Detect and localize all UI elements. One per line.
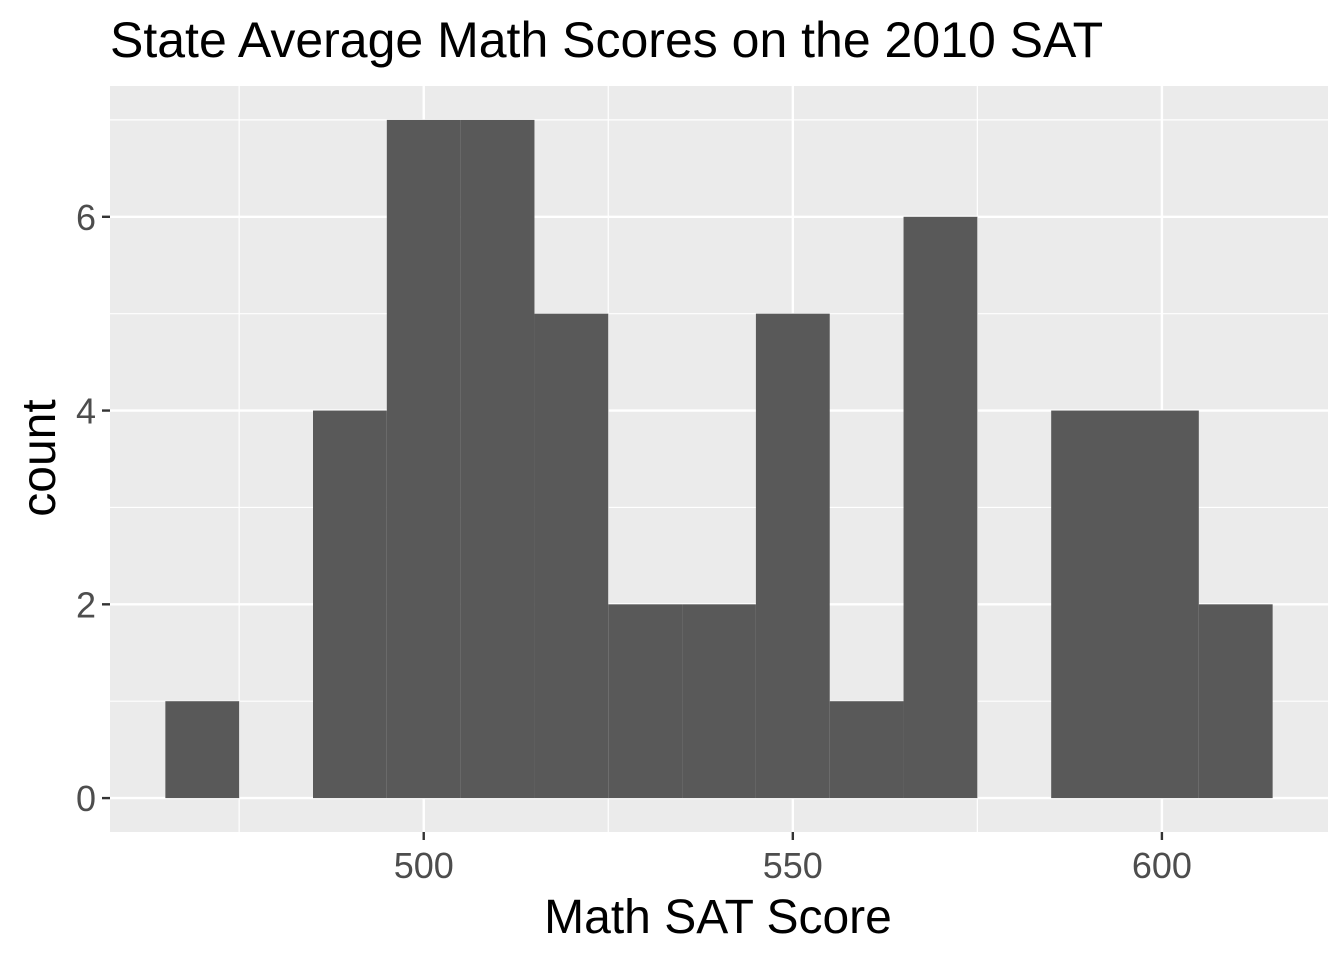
y-tick-label: 2 xyxy=(76,584,96,625)
y-tick-label: 0 xyxy=(76,778,96,819)
histogram-bar xyxy=(1198,604,1273,799)
histogram-bar xyxy=(755,313,830,799)
x-axis-title: Math SAT Score xyxy=(544,891,892,944)
histogram-bar xyxy=(1125,410,1199,799)
histogram-bar xyxy=(1051,410,1125,799)
histogram-bar xyxy=(829,701,904,799)
x-tick-label: 500 xyxy=(394,845,454,886)
histogram-bar xyxy=(903,216,978,799)
axis-ticks: 500 550 600 0 2 4 6 xyxy=(76,197,1192,886)
histogram-bar xyxy=(460,119,535,799)
histogram-bar xyxy=(386,119,461,799)
histogram-bar xyxy=(608,604,683,799)
x-tick-label: 550 xyxy=(763,845,823,886)
y-tick-label: 6 xyxy=(76,197,96,238)
histogram-bar xyxy=(534,313,609,799)
chart-title: State Average Math Scores on the 2010 SA… xyxy=(110,12,1103,68)
x-tick-label: 600 xyxy=(1132,845,1192,886)
histogram-bar xyxy=(165,701,240,799)
histogram-bar xyxy=(313,410,387,799)
histogram-bars xyxy=(165,119,1273,799)
histogram-bar xyxy=(682,604,756,799)
y-tick-label: 4 xyxy=(76,391,96,432)
y-axis-title: count xyxy=(13,399,66,516)
